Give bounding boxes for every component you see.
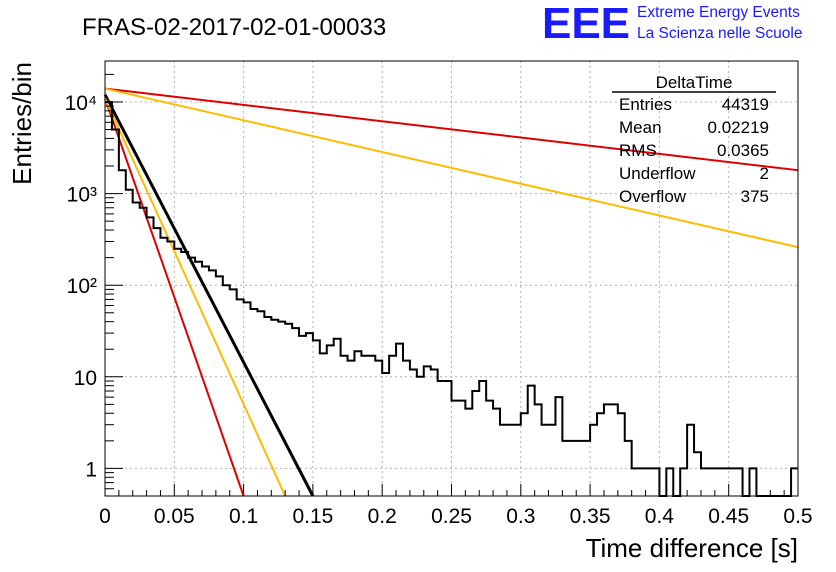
y-tick-label: 10⁴: [65, 92, 97, 115]
stats-label: Overflow: [619, 187, 687, 206]
stats-value: 2: [760, 164, 769, 183]
stats-box: DeltaTime Entries 44319 Mean 0.02219 RMS 0.03…: [612, 73, 776, 206]
x-tick-label: 0.35: [570, 505, 611, 528]
x-axis-title: Time difference [s]: [586, 533, 798, 563]
x-tick-label: 0.45: [708, 505, 749, 528]
axis-ticks: 0 0.05 0.1 0.15 0.2 0.25 0.3 0.35 0.4 0.45 0.5 1 10 1…: [65, 73, 813, 528]
eee-logo: EEE Extreme Energy Events La Scienza nel…: [542, 0, 802, 48]
y-axis-title: Entries/bin: [7, 62, 37, 185]
y-tick-label: 1: [85, 458, 97, 481]
logo-line-1: Extreme Energy Events: [637, 4, 800, 21]
x-tick-label: 0.3: [506, 505, 535, 528]
stats-value: 44319: [722, 95, 769, 114]
fit-line: [104, 97, 287, 497]
fit-line: [104, 97, 245, 497]
stats-title: DeltaTime: [656, 73, 733, 92]
stats-value: 375: [741, 187, 769, 206]
stats-rows: Entries 44319 Mean 0.02219 RMS 0.0365 Underflo…: [619, 95, 769, 206]
logo-line-2: La Scienza nelle Scuole: [637, 25, 802, 42]
fit-line: [103, 94, 315, 497]
x-tick-label: 0: [99, 505, 111, 528]
x-tick-label: 0.05: [154, 505, 195, 528]
stats-label: Mean: [619, 118, 662, 137]
x-tick-label: 0.25: [431, 505, 472, 528]
x-tick-label: 0.15: [292, 505, 333, 528]
x-tick-label: 0.4: [645, 505, 675, 528]
y-tick-label: 10: [74, 367, 97, 390]
stats-label: RMS: [619, 141, 657, 160]
x-tick-label: 0.5: [783, 505, 812, 528]
chart-title: FRAS-02-2017-02-01-00033: [82, 14, 386, 41]
x-tick-label: 0.1: [229, 505, 258, 528]
stats-label: Entries: [619, 95, 672, 114]
fit-lines: [103, 87, 799, 497]
y-tick-label: 10²: [67, 275, 97, 298]
grid: [104, 61, 799, 496]
stats-value: 0.0365: [717, 141, 769, 160]
stats-label: Underflow: [619, 164, 696, 183]
x-tick-label: 0.2: [368, 505, 397, 528]
stats-value: 0.02219: [708, 118, 769, 137]
eee-logo-text: EEE: [542, 0, 630, 48]
y-tick-label: 10³: [67, 184, 97, 207]
fit-line: [104, 87, 799, 172]
fit-line: [104, 87, 799, 249]
